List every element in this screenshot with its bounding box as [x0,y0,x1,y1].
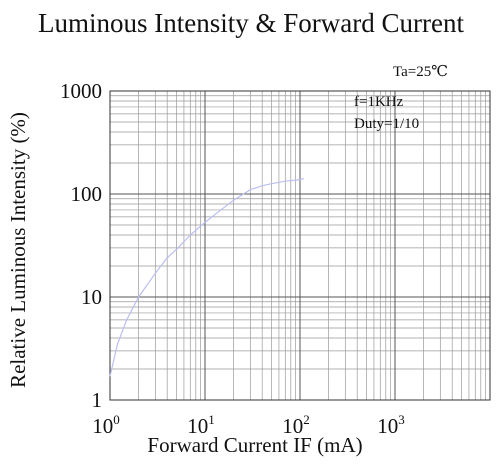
y-tick-label: 10 [81,285,102,309]
duty-annotation: Duty=1/10 [354,116,420,132]
x-tick-label: 102 [282,412,310,438]
y-tick-label: 100 [71,182,103,206]
chart-title: Luminous Intensity & Forward Current [38,8,464,38]
plot-frame [109,90,491,401]
x-axis-label: Forward Current IF (mA) [147,433,363,457]
y-tick-label: 1000 [60,79,102,103]
y-tick-label: 1 [92,388,103,412]
temperature-annotation: Ta=25℃ [393,64,449,80]
intensity-curve [109,178,305,377]
x-tick-label: 103 [377,412,405,438]
frequency-annotation: f=1KHz [354,94,404,110]
x-tick-label: 101 [187,412,215,438]
y-axis-label: Relative Luminous Intensity (%) [6,112,30,388]
x-tick-label: 100 [92,412,120,438]
